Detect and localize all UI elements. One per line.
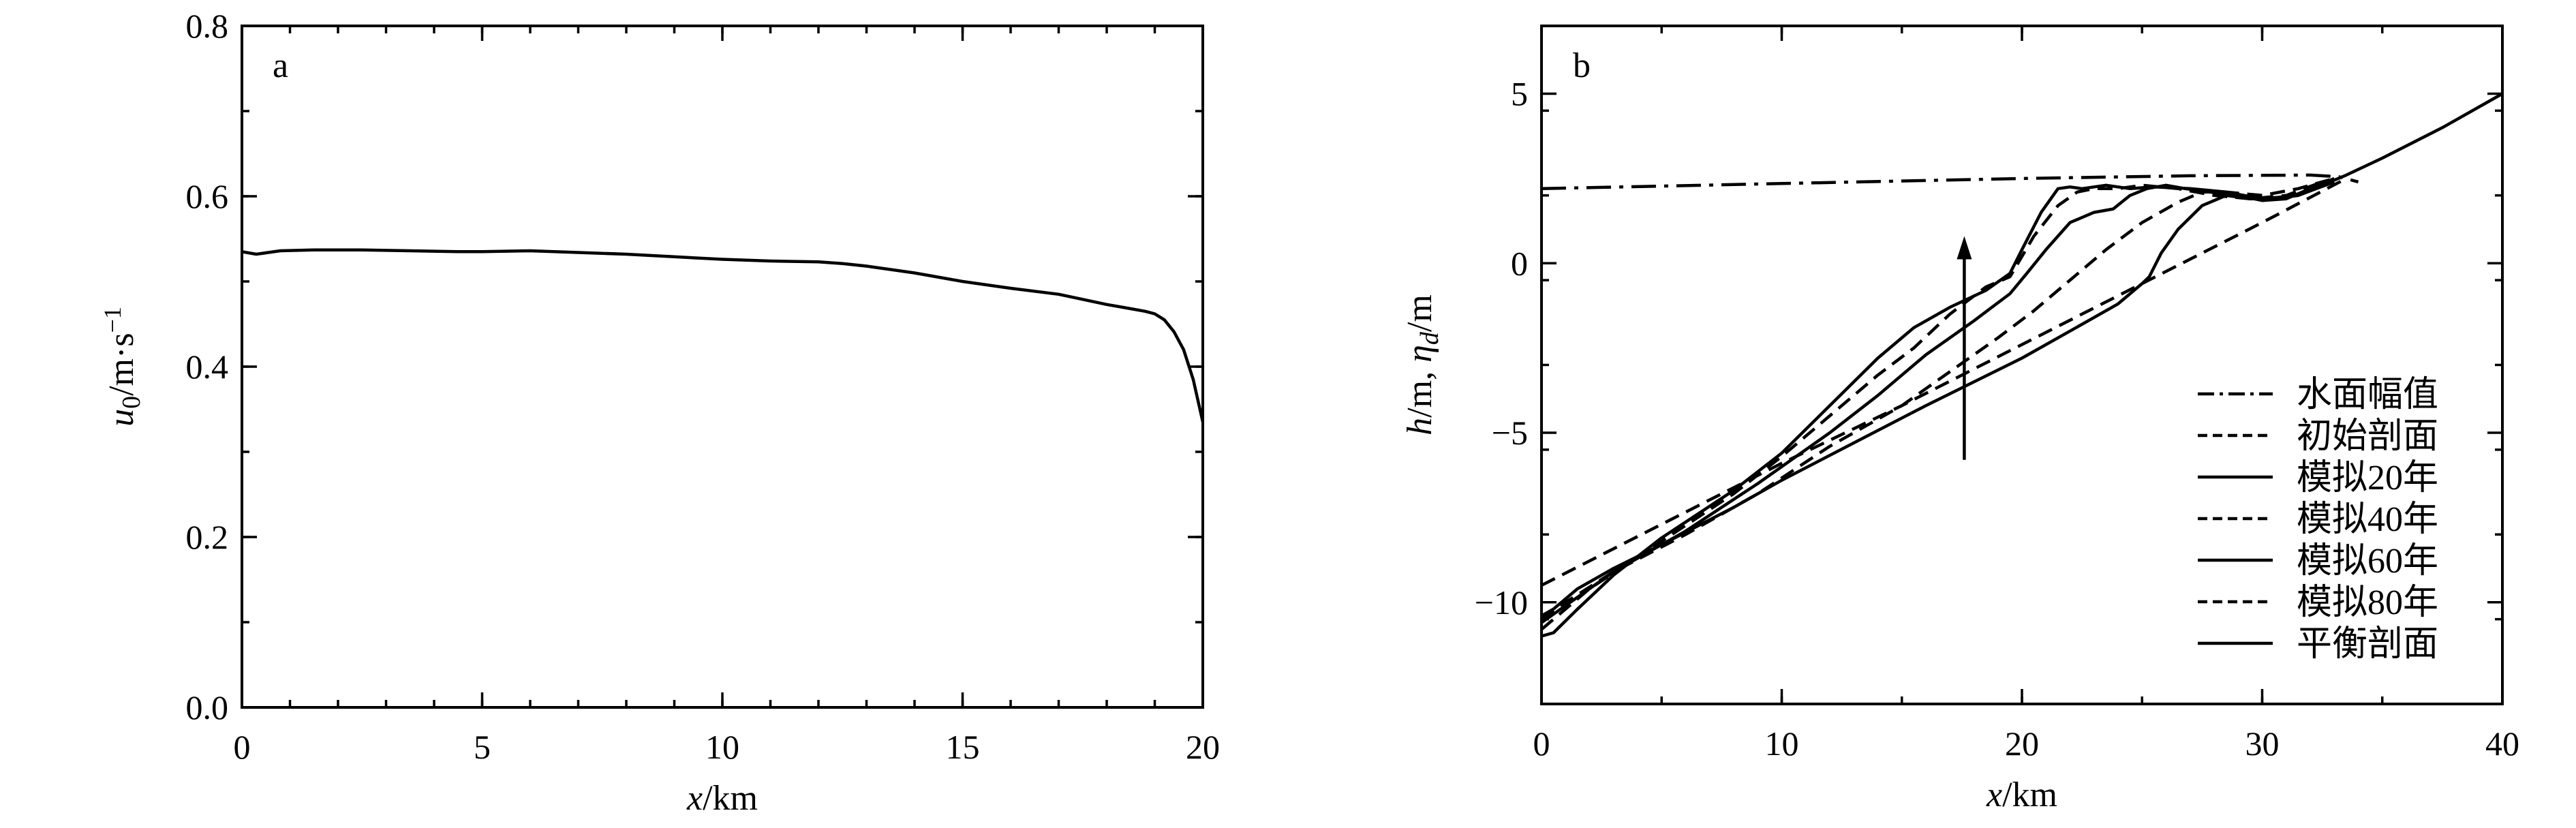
series-line-2 — [1542, 177, 2347, 587]
x-tick-label: 40 — [2485, 724, 2519, 763]
y-tick-label: 0.2 — [186, 518, 229, 556]
x-tick-label: 30 — [2245, 724, 2280, 763]
x-tick-label: 0 — [1533, 724, 1550, 763]
y-tick-label: 0.8 — [186, 7, 229, 45]
y-tick-label: 0.4 — [186, 348, 229, 386]
panel-label: b — [1573, 46, 1591, 85]
legend-label: 平衡剖面 — [2297, 625, 2438, 664]
y-tick-label: −5 — [1492, 414, 1528, 452]
panel-label: a — [273, 46, 288, 85]
x-tick-label: 5 — [474, 728, 491, 766]
series-line-1 — [1542, 173, 2359, 191]
plot-frame — [241, 25, 1204, 709]
legend-label: 模拟20年 — [2297, 459, 2438, 497]
x-axis-unit: /km — [2002, 776, 2057, 814]
legend-label: 初始剖面 — [2297, 417, 2438, 456]
x-tick-label: 10 — [1765, 724, 1799, 763]
y-axis-subscript: d — [1415, 331, 1444, 345]
y-axis-unit: /m — [1400, 294, 1439, 332]
y-axis-variable-2: η — [1400, 345, 1439, 363]
series-line-1 — [242, 248, 1203, 423]
y-axis-label: h/m, ηd/m — [1400, 294, 1444, 435]
x-axis-variable: x — [686, 779, 703, 818]
x-tick-label: 20 — [1186, 728, 1220, 766]
y-axis-separator: /m, — [1400, 363, 1439, 418]
y-axis-label: u0/m·s−1 — [99, 307, 146, 427]
legend-label: 水面幅值 — [2297, 375, 2438, 414]
legend-label: 模拟80年 — [2297, 583, 2438, 622]
series-line-6 — [1542, 180, 2323, 631]
x-tick-label: 0 — [234, 728, 251, 766]
y-axis-variable-1: h — [1400, 418, 1439, 435]
x-tick-label: 15 — [946, 728, 980, 766]
x-axis-label: x/km — [1986, 776, 2057, 814]
y-axis-subscript: 0 — [117, 396, 146, 409]
y-axis-unit: /m·s — [102, 333, 141, 395]
x-tick-label: 10 — [705, 728, 739, 766]
series-line-7 — [1542, 180, 2335, 638]
y-tick-label: 0.0 — [186, 688, 229, 726]
trend-arrow-head — [1957, 236, 1972, 260]
y-tick-label: −10 — [1475, 583, 1528, 622]
x-axis-variable: x — [1986, 776, 2002, 814]
legend-label: 模拟60年 — [2297, 542, 2438, 581]
y-tick-label: 5 — [1511, 75, 1528, 113]
x-axis-label: x/km — [686, 779, 758, 818]
y-tick-label: 0.6 — [186, 177, 229, 215]
y-axis-superscript: −1 — [99, 307, 126, 333]
y-axis-variable: u — [102, 409, 141, 427]
y-tick-label: 0 — [1511, 244, 1528, 282]
legend-label: 模拟40年 — [2297, 500, 2438, 539]
x-tick-label: 20 — [2005, 724, 2039, 763]
x-axis-unit: /km — [703, 779, 758, 818]
